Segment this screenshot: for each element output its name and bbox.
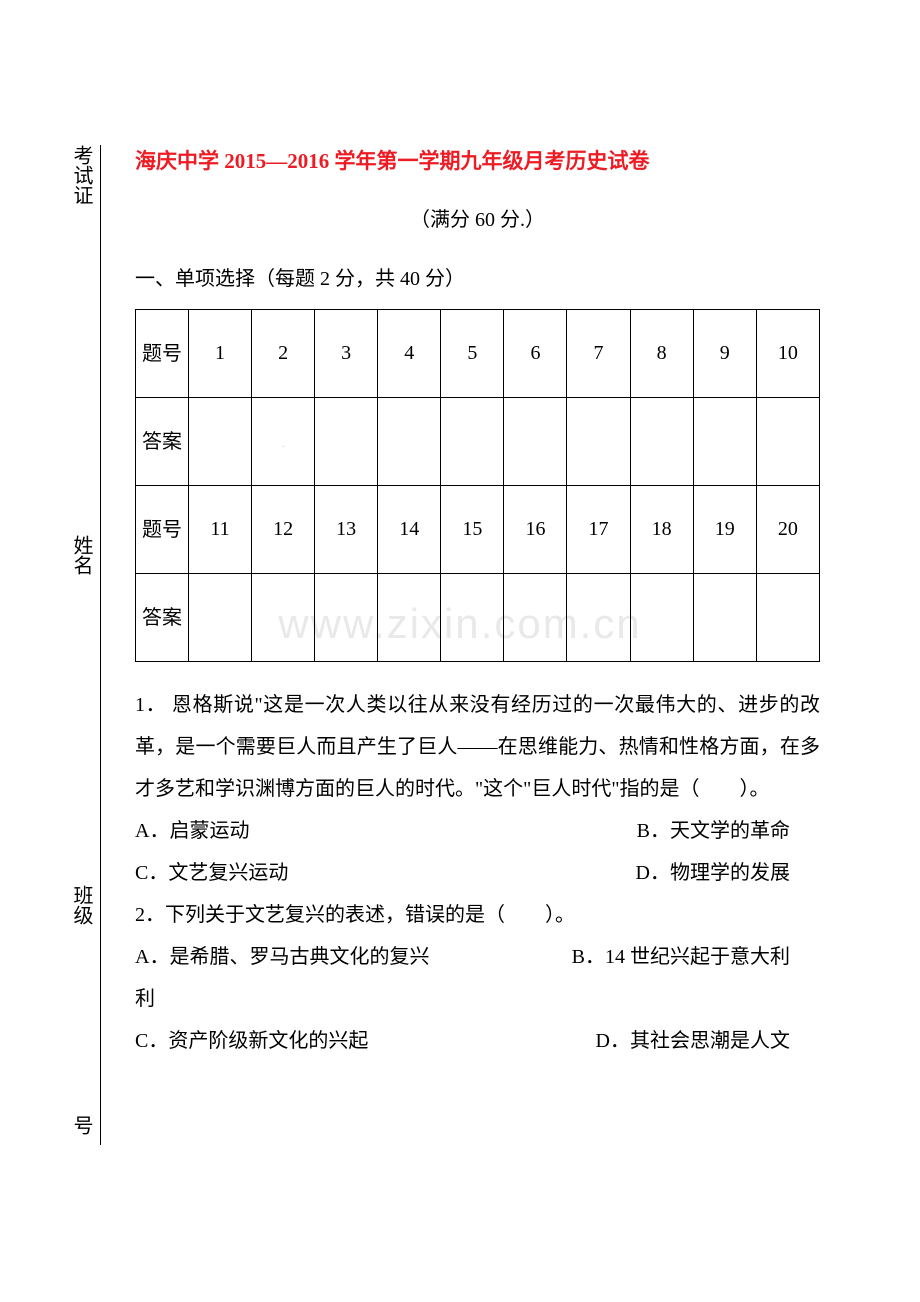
exam-title: 海庆中学 2015—2016 学年第一学期九年级月考历史试卷	[135, 145, 820, 175]
table-cell: 4	[378, 310, 441, 398]
table-cell: 20	[756, 486, 819, 574]
table-cell: 16	[504, 486, 567, 574]
table-cell: 13	[315, 486, 378, 574]
table-row: 答案 .	[136, 398, 820, 486]
q2-option-a: A．是希腊、罗马古典文化的复兴	[135, 936, 429, 978]
table-cell: 14	[378, 486, 441, 574]
table-cell: 9	[693, 310, 756, 398]
answer-table: 题号 1 2 3 4 5 6 7 8 9 10 答案 . 题号 1	[135, 309, 820, 662]
q2-option-b-cont: 利	[135, 978, 820, 1020]
table-cell	[693, 574, 756, 662]
question-1-text: 1． 恩格斯说"这是一次人类以往从来没有经历过的一次最伟大的、进步的改革，是一个…	[135, 684, 820, 810]
q1-option-b: B．天文学的革命	[637, 810, 820, 852]
table-cell: .	[252, 398, 315, 486]
table-cell	[441, 398, 504, 486]
exam-subtitle: （满分 60 分.）	[135, 203, 820, 232]
table-cell: 6	[504, 310, 567, 398]
table-cell	[315, 574, 378, 662]
side-num: 号	[67, 1115, 96, 1135]
table-cell	[188, 398, 251, 486]
q1-option-d: D．物理学的发展	[636, 852, 820, 894]
table-cell: 8	[630, 310, 693, 398]
row-label: 答案	[136, 574, 189, 662]
table-cell	[504, 398, 567, 486]
table-row: 题号 11 12 13 14 15 16 17 18 19 20	[136, 486, 820, 574]
table-cell	[567, 574, 630, 662]
table-cell	[315, 398, 378, 486]
dot: .	[282, 439, 285, 450]
table-cell	[504, 574, 567, 662]
table-cell: 10	[756, 310, 819, 398]
table-cell	[756, 574, 819, 662]
page-content: 海庆中学 2015—2016 学年第一学期九年级月考历史试卷 （满分 60 分.…	[0, 0, 920, 1112]
table-row: 题号 1 2 3 4 5 6 7 8 9 10	[136, 310, 820, 398]
table-cell: 19	[693, 486, 756, 574]
table-cell: 5	[441, 310, 504, 398]
table-cell: 7	[567, 310, 630, 398]
row-label: 题号	[136, 486, 189, 574]
table-cell	[630, 398, 693, 486]
row-label: 题号	[136, 310, 189, 398]
table-cell	[630, 574, 693, 662]
table-cell: 2	[252, 310, 315, 398]
row-label: 答案	[136, 398, 189, 486]
q1-option-c: C．文艺复兴运动	[135, 852, 288, 894]
question-1-options: A．启蒙运动 B．天文学的革命 C．文艺复兴运动 D．物理学的发展	[135, 810, 820, 894]
q2-option-b: B．14 世纪兴起于意大利	[572, 936, 820, 978]
table-cell	[378, 398, 441, 486]
table-cell	[188, 574, 251, 662]
question-2-text: 2．下列关于文艺复兴的表述，错误的是（ ）。	[135, 894, 820, 936]
table-cell: 18	[630, 486, 693, 574]
table-cell: 11	[188, 486, 251, 574]
q1-option-a: A．启蒙运动	[135, 810, 249, 852]
table-cell	[252, 574, 315, 662]
question-2-options: A．是希腊、罗马古典文化的复兴 B．14 世纪兴起于意大利 利 C．资产阶级新文…	[135, 936, 820, 1062]
table-cell: 17	[567, 486, 630, 574]
table-cell	[693, 398, 756, 486]
table-cell: 3	[315, 310, 378, 398]
table-cell	[378, 574, 441, 662]
table-cell: 1	[188, 310, 251, 398]
table-cell: 12	[252, 486, 315, 574]
section-heading: 一、单项选择（每题 2 分，共 40 分）	[135, 262, 820, 291]
table-cell	[567, 398, 630, 486]
table-row: 答案	[136, 574, 820, 662]
table-cell	[756, 398, 819, 486]
table-cell	[441, 574, 504, 662]
q2-option-c: C．资产阶级新文化的兴起	[135, 1020, 368, 1062]
q2-option-d: D．其社会思潮是人文	[596, 1020, 820, 1062]
table-cell: 15	[441, 486, 504, 574]
